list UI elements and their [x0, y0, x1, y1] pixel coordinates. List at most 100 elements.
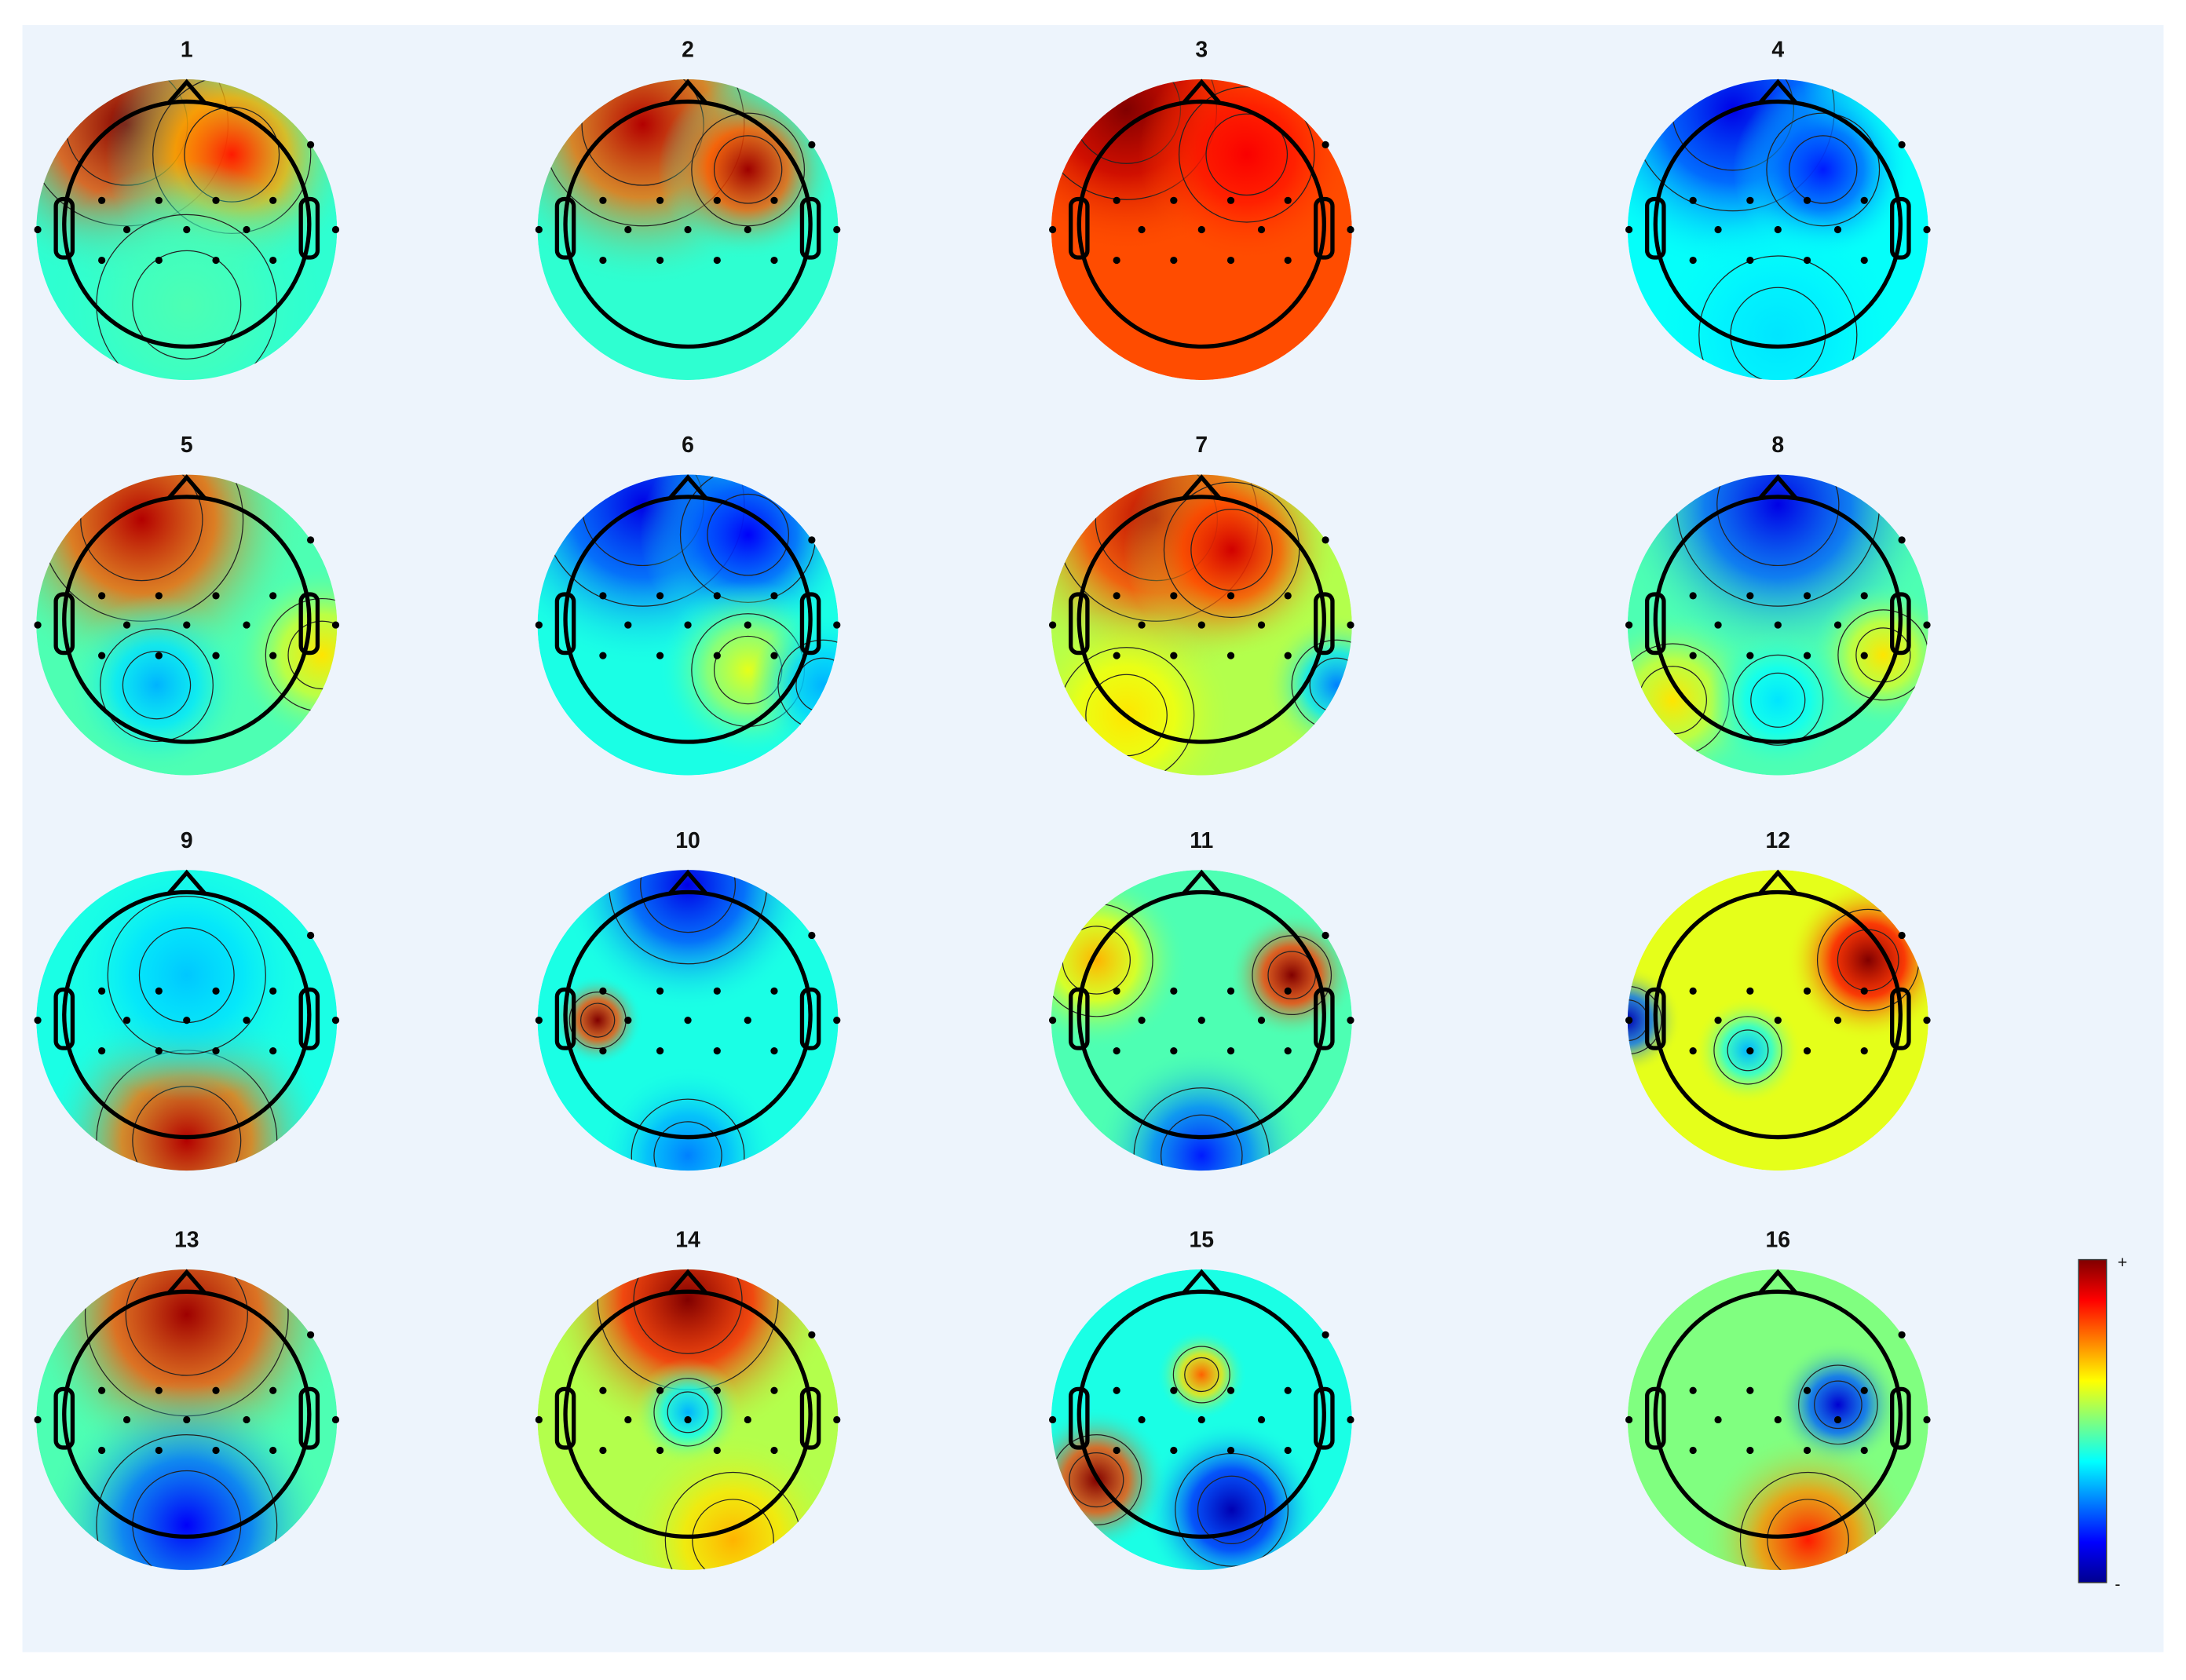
electrode [599, 256, 607, 265]
electrode [1197, 225, 1205, 234]
nose [1758, 869, 1798, 896]
electrode [1347, 621, 1354, 629]
electrode [1746, 592, 1754, 600]
nose [166, 869, 207, 896]
nose [166, 474, 207, 500]
electrode [1833, 225, 1842, 234]
nose [1758, 474, 1798, 500]
contour [707, 493, 789, 576]
electrode [1197, 1016, 1205, 1024]
electrode [1714, 225, 1722, 234]
electrode [269, 196, 277, 204]
head-outline [62, 889, 312, 1140]
electrode [155, 592, 163, 600]
scalp-map: 14 [535, 1228, 841, 1570]
electrode [1257, 1016, 1266, 1024]
ear [554, 196, 576, 260]
electrode [331, 1016, 340, 1024]
contour [1069, 1452, 1124, 1508]
colorbar-max-label: + [2118, 1253, 2127, 1272]
electrode [1197, 621, 1205, 629]
contour [96, 1433, 278, 1570]
electrode [306, 1331, 315, 1339]
electrode [1284, 987, 1292, 995]
electrode [1689, 1446, 1697, 1455]
head-outline [563, 495, 813, 744]
electrode [269, 1386, 277, 1394]
electrode [306, 141, 315, 149]
electrode [98, 652, 106, 659]
map-title: 14 [675, 1228, 700, 1253]
ear [298, 592, 320, 656]
electrode [770, 652, 778, 659]
nose [166, 1269, 207, 1295]
electrode [770, 1446, 778, 1455]
map-title: 12 [1766, 828, 1791, 853]
head-outline [1653, 889, 1903, 1140]
electrode [1284, 652, 1292, 659]
electrode [1138, 1415, 1146, 1424]
contour [1160, 1114, 1243, 1171]
electrode [1284, 1446, 1292, 1455]
contour [122, 650, 192, 720]
electrode [1347, 1415, 1354, 1424]
electrode [1803, 652, 1811, 659]
ear [298, 196, 320, 260]
scalp-map: 10 [535, 828, 841, 1171]
ear [554, 987, 576, 1050]
electrode [808, 141, 816, 149]
electrode [1860, 1446, 1868, 1455]
electrode [183, 621, 191, 629]
topo-blob [36, 474, 305, 682]
head-outline [1077, 99, 1326, 349]
electrode [1746, 1386, 1754, 1394]
electrode [155, 1446, 163, 1455]
electrode [599, 592, 607, 600]
electrode [98, 1446, 106, 1455]
electrode [1226, 987, 1235, 995]
map-title: 5 [181, 433, 193, 458]
electrode [1714, 1016, 1722, 1024]
electrode [713, 652, 721, 659]
electrode [1284, 1386, 1292, 1394]
contour [633, 1269, 743, 1354]
electrode [1321, 141, 1329, 149]
electrode [1170, 652, 1178, 659]
nose [1182, 79, 1222, 104]
electrode [656, 1386, 664, 1394]
ear [1314, 196, 1335, 260]
electrode [1689, 196, 1697, 204]
electrode [155, 196, 163, 204]
electrode [624, 225, 632, 234]
ear [1068, 1386, 1090, 1450]
electrode [1746, 256, 1754, 265]
topo-blob [1627, 609, 1764, 776]
electrode [1170, 987, 1178, 995]
electrode [1774, 225, 1782, 234]
electrode [1113, 1386, 1120, 1394]
ear [799, 987, 821, 1050]
contour [713, 135, 783, 204]
electrode [1226, 652, 1235, 659]
electrode [212, 652, 220, 659]
electrode [1048, 225, 1057, 234]
scalp-map: 11 [1048, 828, 1354, 1171]
electrode [1746, 1446, 1754, 1455]
map-title: 16 [1766, 1228, 1791, 1253]
electrode [269, 987, 277, 995]
head-outline [1653, 99, 1903, 349]
topo-blob [1705, 627, 1851, 772]
ear [799, 196, 821, 260]
head-outline [62, 495, 312, 744]
contour [1732, 654, 1824, 746]
ear [53, 592, 75, 656]
electrode [713, 987, 721, 995]
map-title: 10 [675, 828, 700, 853]
ear [1890, 1386, 1911, 1450]
topo-blob [561, 870, 814, 1012]
nose [166, 79, 207, 104]
electrode [1113, 256, 1120, 265]
electrode [1113, 652, 1120, 659]
electrode [599, 196, 607, 204]
electrode [1284, 256, 1292, 265]
